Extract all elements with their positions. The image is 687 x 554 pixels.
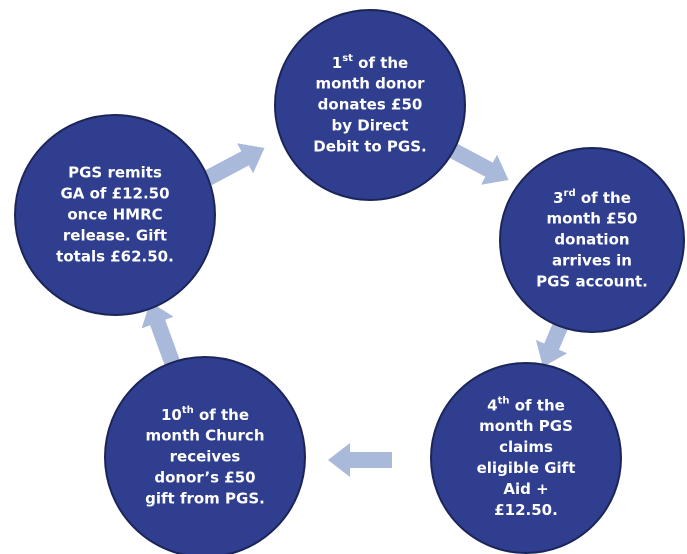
node-circle (274, 9, 466, 201)
arrow (141, 301, 180, 365)
node-label: 4th of the (487, 396, 565, 415)
label-text: of the (576, 189, 631, 207)
label-text: of the (194, 406, 249, 424)
node-label: gift from PGS. (145, 490, 265, 508)
node-label: Aid + (503, 480, 548, 498)
node-label: PGS account. (536, 273, 648, 291)
arrow (328, 443, 392, 477)
ordinal-suffix: th (498, 396, 510, 407)
node-circle (14, 114, 216, 316)
node-label: receives (170, 448, 241, 466)
ordinal-suffix: st (342, 53, 353, 64)
node-label: claims (499, 438, 553, 456)
node-circle (104, 356, 306, 554)
node-label: donation (554, 231, 629, 249)
node-label: month £50 (547, 210, 638, 228)
arrow (448, 142, 509, 185)
ordinal-suffix: rd (564, 188, 576, 199)
node-circle (430, 362, 622, 554)
node-label: donor’s £50 (154, 469, 255, 487)
node-label: month Church (145, 427, 264, 445)
label-text: of the (353, 54, 408, 72)
arrow (204, 143, 265, 186)
label-text: of the (510, 396, 565, 414)
node-label: eligible Gift (477, 459, 576, 477)
node-label: GA of £12.50 (60, 185, 169, 203)
node-label: 1st of the (332, 53, 408, 72)
node-label: month donor (315, 75, 425, 93)
ordinal-suffix: th (182, 405, 194, 416)
ordinal-number: 10 (161, 406, 182, 424)
ordinal-number: 4 (487, 396, 497, 414)
node-label: £12.50. (494, 501, 558, 519)
node-label: Debit to PGS. (313, 138, 426, 156)
node-label: 3rd of the (553, 188, 631, 207)
node-label: donates £50 (318, 96, 423, 114)
node-label: totals £62.50. (56, 248, 174, 266)
node-label: month PGS (479, 417, 573, 435)
node-label: release. Gift (63, 227, 167, 245)
node-label: PGS remits (68, 164, 162, 182)
node-label: once HMRC (67, 206, 162, 224)
ordinal-number: 3 (553, 189, 563, 207)
node-label: arrives in (552, 252, 632, 270)
node-label: 10th of the (161, 405, 249, 424)
node-circle (499, 147, 685, 333)
node-label: by Direct (332, 117, 409, 135)
ordinal-number: 1 (332, 54, 342, 72)
